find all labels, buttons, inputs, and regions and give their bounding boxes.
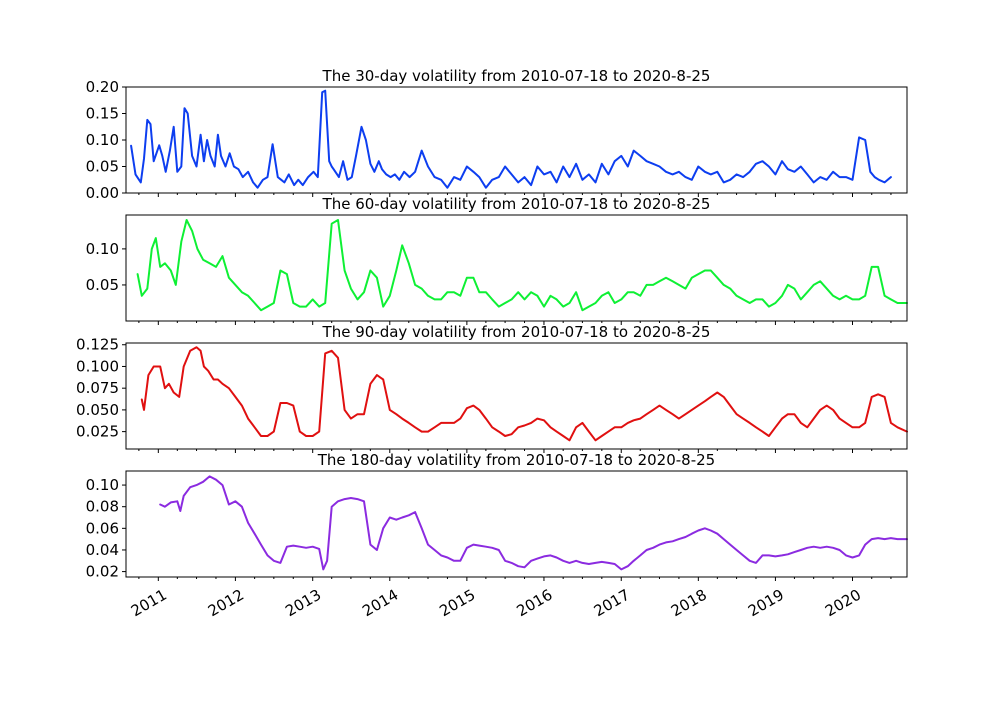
x-tick-label: 2011 xyxy=(128,586,170,621)
x-tick-label: 2018 xyxy=(668,586,710,621)
y-tick-label: 0.05 xyxy=(86,158,119,176)
y-tick-label: 0.05 xyxy=(86,276,119,294)
x-tick-label: 2017 xyxy=(591,586,633,621)
axes-frame xyxy=(125,86,908,194)
y-tick-label: 0.06 xyxy=(86,519,119,537)
axes-frame xyxy=(125,214,908,322)
chart-panel-3: 0.025 0.050 0.075 0.100 0.125 The 90-day vola… xyxy=(76,323,908,453)
axes-frame xyxy=(125,342,908,450)
y-tick-label: 0.100 xyxy=(76,357,119,375)
x-tick-label: 2013 xyxy=(282,586,324,621)
chart-title: The 180-day volatility from 2010-07-18 t… xyxy=(317,451,715,469)
chart-title: The 60-day volatility from 2010-07-18 to… xyxy=(322,195,711,213)
y-tick-label: 0.025 xyxy=(76,423,119,441)
chart-panel-4: 0.02 0.04 0.06 0.08 0.10 The 180-day volatili… xyxy=(86,451,908,621)
x-tick-label: 2012 xyxy=(205,586,247,621)
volatility-series-line xyxy=(136,219,908,312)
chart-panel-1: 0.00 0.05 0.10 0.15 0.20 The 30-day volatilit… xyxy=(86,67,908,202)
y-tick-label: 0.125 xyxy=(76,336,119,354)
y-tick-label: 0.050 xyxy=(76,401,119,419)
y-tick-label: 0.20 xyxy=(86,78,119,96)
chart-title: The 90-day volatility from 2010-07-18 to… xyxy=(322,323,711,341)
chart-title: The 30-day volatility from 2010-07-18 to… xyxy=(322,67,711,85)
x-tick-label: 2014 xyxy=(359,586,401,621)
x-tick-label: 2019 xyxy=(745,586,787,621)
y-tick-label: 0.00 xyxy=(86,184,119,202)
y-tick-label: 0.10 xyxy=(86,476,119,494)
volatility-series-line xyxy=(130,89,892,189)
y-tick-label: 0.10 xyxy=(86,240,119,258)
y-tick-label: 0.15 xyxy=(86,105,119,123)
y-tick-label: 0.10 xyxy=(86,131,119,149)
y-tick-label: 0.075 xyxy=(76,379,119,397)
axes-frame xyxy=(125,470,908,578)
x-tick-label: 2015 xyxy=(436,586,478,621)
x-tick-label: 2016 xyxy=(513,586,555,621)
x-tick-label: 2020 xyxy=(822,586,864,621)
volatility-series-line xyxy=(159,475,908,571)
y-tick-label: 0.04 xyxy=(86,541,119,559)
y-tick-label: 0.02 xyxy=(86,563,119,581)
volatility-series-line xyxy=(140,346,908,442)
y-tick-label: 0.08 xyxy=(86,498,119,516)
chart-panel-2: 0.05 0.10 The 60-day volatility from 2010-… xyxy=(86,195,908,325)
